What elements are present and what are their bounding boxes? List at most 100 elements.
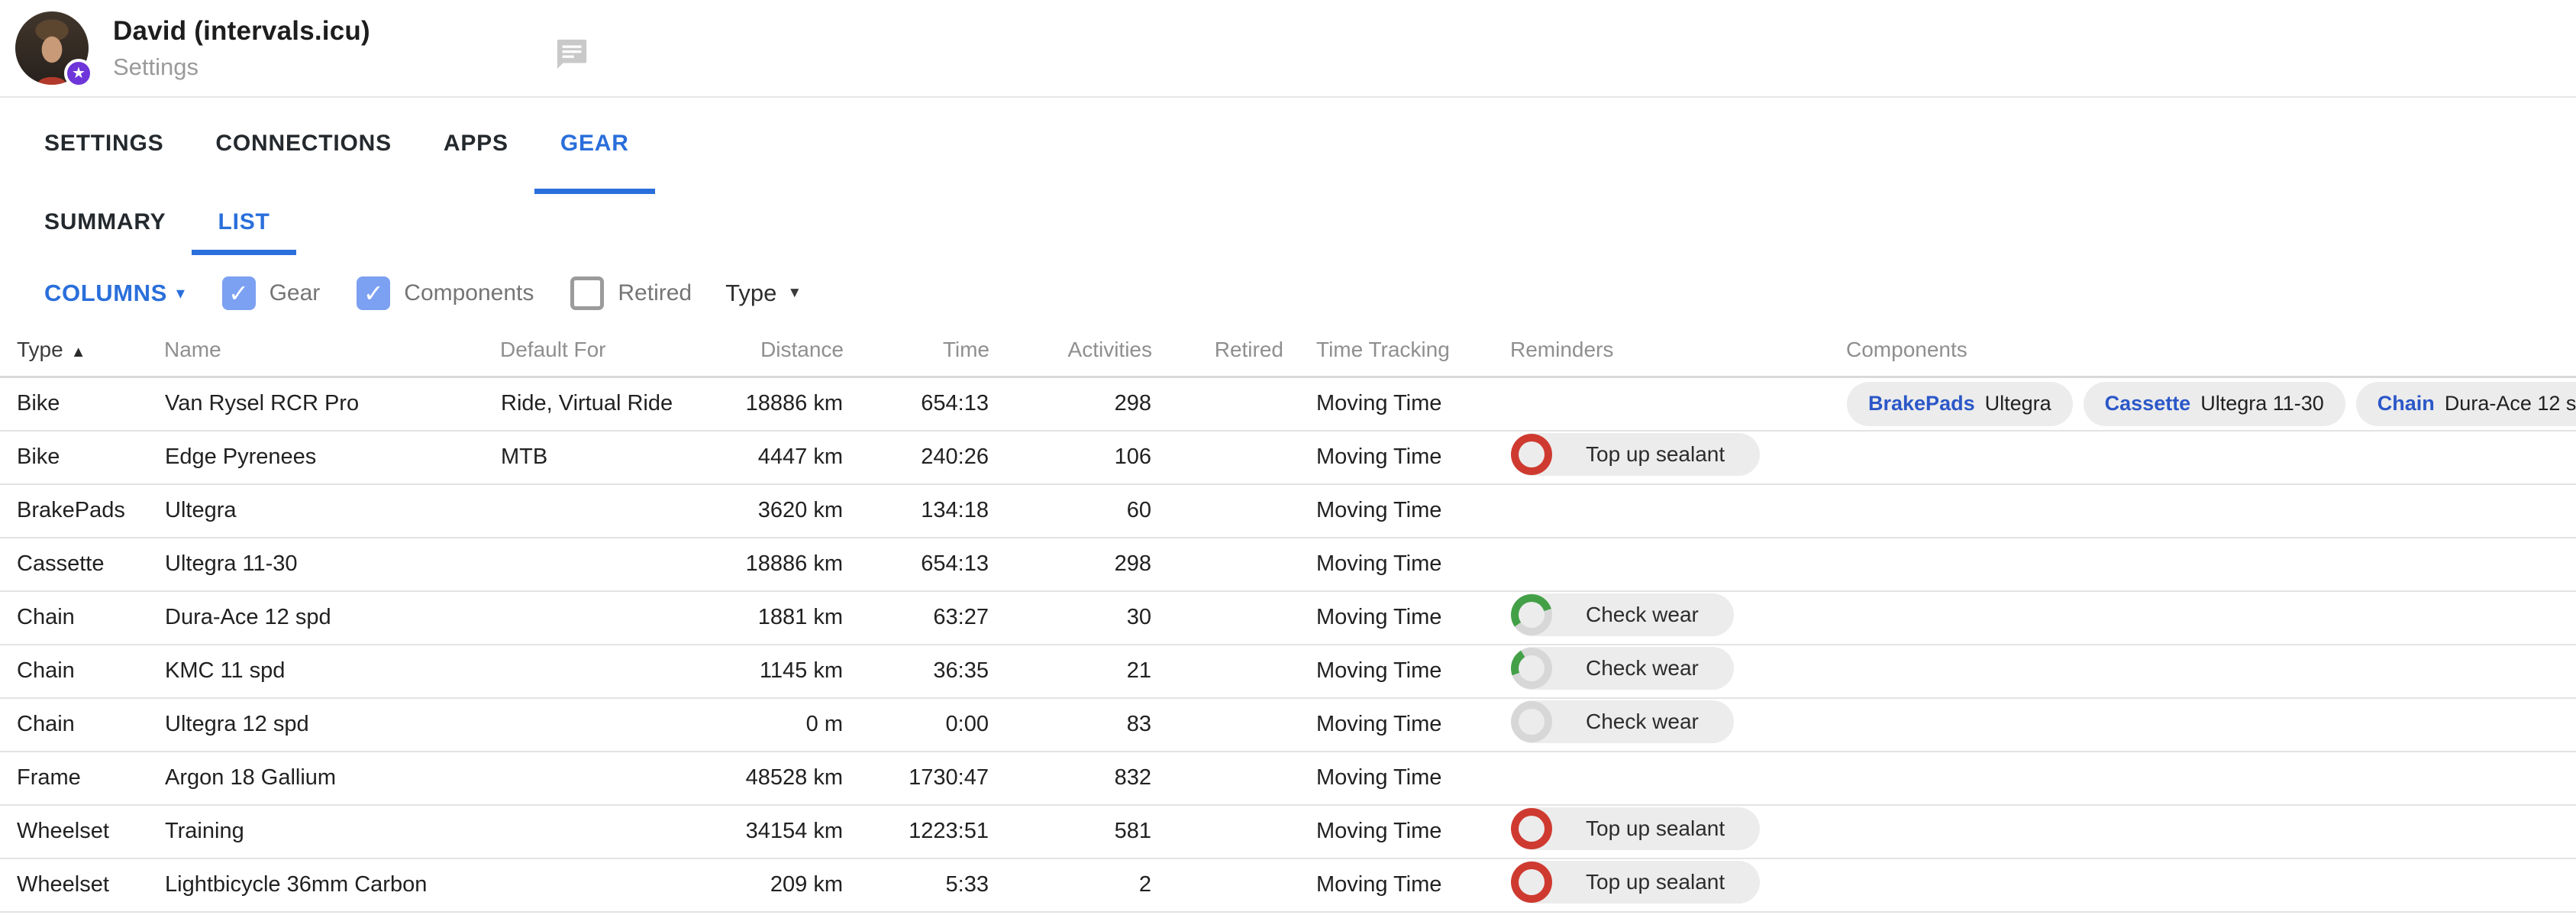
cell-name: Ultegra 12 spd xyxy=(164,697,500,752)
reminder-label: Check wear xyxy=(1586,710,1699,733)
cell-name: Edge Pyrenees xyxy=(164,430,500,485)
table-row[interactable]: BrakePads Ultegra 3620 km 134:18 60 Movi… xyxy=(0,483,2576,538)
cell-time-tracking: Moving Time xyxy=(1283,537,1510,592)
table-row[interactable]: Chain Dura-Ace 12 spd 1881 km 63:27 30 M… xyxy=(0,590,2576,645)
component-type-label: Cassette xyxy=(2104,392,2191,415)
list-toolbar: COLUMNS ▾ ✓ Gear ✓ Components Retired Ty… xyxy=(0,255,2576,333)
cell-activities: 581 xyxy=(989,804,1152,859)
column-header-time[interactable]: Time xyxy=(844,333,989,378)
table-row[interactable]: Chain KMC 11 spd 1145 km 36:35 21 Moving… xyxy=(0,644,2576,699)
component-name-label: Ultegra xyxy=(1984,392,2051,415)
subtab-list[interactable]: LIST xyxy=(192,194,296,255)
checkbox-components[interactable]: ✓ Components xyxy=(357,276,534,310)
table-row[interactable]: Cassette Ultegra 11-30 18886 km 654:13 2… xyxy=(0,537,2576,592)
page-subtitle: Settings xyxy=(113,53,199,80)
cell-reminders: Check wear xyxy=(1510,697,1846,752)
cell-retired xyxy=(1152,644,1283,699)
cell-type: Wheelset xyxy=(0,804,164,859)
cell-type: Bike xyxy=(0,377,164,432)
cell-default-for xyxy=(500,751,721,806)
cell-time-tracking: Moving Time xyxy=(1283,644,1510,699)
cell-distance: 0 m xyxy=(721,697,844,752)
reminder-pill[interactable]: Top up sealant xyxy=(1511,861,1761,904)
header-titles: David (intervals.icu) Settings xyxy=(113,16,370,81)
columns-button[interactable]: COLUMNS ▾ xyxy=(44,280,186,307)
column-header-name[interactable]: Name xyxy=(164,333,500,378)
tab-connections[interactable]: CONNECTIONS xyxy=(215,130,392,156)
reminder-pill[interactable]: Check wear xyxy=(1511,593,1734,636)
table-row[interactable]: Bike Edge Pyrenees MTB 4447 km 240:26 10… xyxy=(0,430,2576,485)
table-row[interactable]: Wheelset Lightbicycle 36mm Carbon 209 km… xyxy=(0,858,2576,913)
cell-activities: 83 xyxy=(989,697,1152,752)
avatar[interactable]: ★ xyxy=(15,11,93,88)
cell-time: 134:18 xyxy=(844,483,989,538)
table-row[interactable]: Wheelset Training 34154 km 1223:51 581 M… xyxy=(0,804,2576,859)
component-chip-brakepads[interactable]: BrakePads Ultegra xyxy=(1847,381,2073,426)
gear-checkbox-box[interactable]: ✓ xyxy=(221,276,256,310)
topbar: ★ David (intervals.icu) Settings xyxy=(0,0,2576,98)
retired-checkbox-label: Retired xyxy=(618,280,692,306)
sort-ascending-icon: ▲ xyxy=(70,344,86,361)
cell-default-for xyxy=(500,590,721,645)
reminder-pill[interactable]: Check wear xyxy=(1511,647,1734,690)
columns-button-label: COLUMNS xyxy=(44,280,167,306)
reminder-pill[interactable]: Top up sealant xyxy=(1511,433,1761,476)
tab-apps[interactable]: APPS xyxy=(443,130,508,156)
column-header-reminders[interactable]: Reminders xyxy=(1510,333,1846,378)
cell-activities: 60 xyxy=(989,483,1152,538)
cell-distance: 3620 km xyxy=(721,483,844,538)
column-header-activities[interactable]: Activities xyxy=(989,333,1152,378)
cell-reminders xyxy=(1510,537,1846,592)
cell-default-for: MTB xyxy=(500,430,721,485)
table-row[interactable]: Chain Ultegra 12 spd 0 m 0:00 83 Moving … xyxy=(0,697,2576,752)
component-chip-list: BrakePads Ultegra Cassette Ultegra 11-30… xyxy=(1847,381,2576,426)
cell-default-for xyxy=(500,858,721,913)
cell-reminders xyxy=(1510,751,1846,806)
cell-default-for xyxy=(500,697,721,752)
checkbox-retired[interactable]: Retired xyxy=(570,276,692,310)
check-icon: ✓ xyxy=(228,280,249,307)
star-icon: ★ xyxy=(72,65,86,82)
component-chip-cassette[interactable]: Cassette Ultegra 11-30 xyxy=(2083,381,2345,426)
reminder-pill[interactable]: Check wear xyxy=(1511,700,1734,743)
cell-type: Chain xyxy=(0,644,164,699)
checkbox-gear[interactable]: ✓ Gear xyxy=(221,276,320,310)
type-filter[interactable]: Type ▼ xyxy=(725,280,802,307)
column-header-retired[interactable]: Retired xyxy=(1152,333,1283,378)
tab-settings[interactable]: SETTINGS xyxy=(44,130,164,156)
table-row[interactable]: Bike Van Rysel RCR Pro Ride, Virtual Rid… xyxy=(0,377,2576,432)
chat-icon[interactable] xyxy=(554,37,589,72)
column-header-default-for[interactable]: Default For xyxy=(500,333,721,378)
column-header-components[interactable]: Components xyxy=(1846,333,2576,378)
column-header-distance[interactable]: Distance xyxy=(721,333,844,378)
cell-name: Van Rysel RCR Pro xyxy=(164,377,500,432)
cell-time-tracking: Moving Time xyxy=(1283,430,1510,485)
component-chip-chain[interactable]: Chain Dura-Ace 12 spd xyxy=(2355,381,2576,426)
cell-time: 36:35 xyxy=(844,644,989,699)
cell-reminders: Check wear xyxy=(1510,644,1846,699)
cell-distance: 1145 km xyxy=(721,644,844,699)
page-title: David (intervals.icu) xyxy=(113,15,370,46)
column-header-time-tracking[interactable]: Time Tracking xyxy=(1283,333,1510,378)
reminder-status-ring-icon xyxy=(1511,701,1552,742)
cell-retired xyxy=(1152,537,1283,592)
tab-gear[interactable]: GEAR xyxy=(534,98,655,194)
table-row[interactable]: Frame Argon 18 Gallium 48528 km 1730:47 … xyxy=(0,751,2576,806)
component-name-label: Dura-Ace 12 spd xyxy=(2444,392,2576,415)
reminder-pill[interactable]: Top up sealant xyxy=(1511,807,1761,850)
column-header-type[interactable]: Type ▲ xyxy=(0,333,164,378)
cell-time-tracking: Moving Time xyxy=(1283,590,1510,645)
subtab-summary[interactable]: SUMMARY xyxy=(44,209,166,234)
cell-time: 654:13 xyxy=(844,377,989,432)
cell-time: 0:00 xyxy=(844,697,989,752)
cell-activities: 106 xyxy=(989,430,1152,485)
cell-activities: 298 xyxy=(989,537,1152,592)
gear-subtabs: SUMMARY LIST xyxy=(0,194,2576,255)
reminder-label: Top up sealant xyxy=(1586,442,1725,466)
cell-name: KMC 11 spd xyxy=(164,644,500,699)
cell-components xyxy=(1846,430,2576,485)
retired-checkbox-box[interactable] xyxy=(570,276,605,310)
components-checkbox-box[interactable]: ✓ xyxy=(357,276,391,310)
reminder-status-ring-icon xyxy=(1511,862,1552,903)
cell-time-tracking: Moving Time xyxy=(1283,751,1510,806)
